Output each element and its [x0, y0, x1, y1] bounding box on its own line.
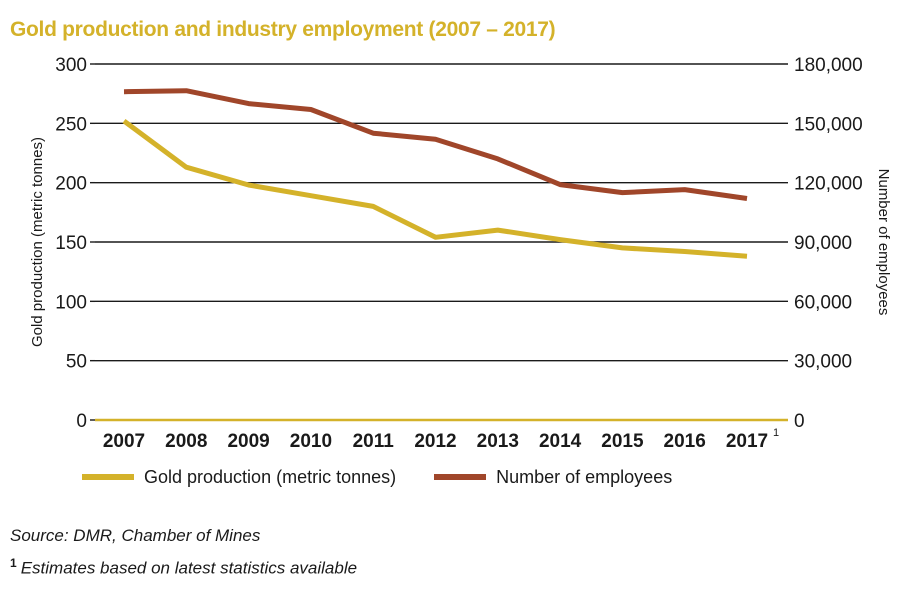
y-tick-label-right: 180,000 [794, 55, 863, 76]
x-tick-footnote-mark: 1 [773, 427, 779, 439]
y-axis-label-right: Number of employees [875, 169, 892, 316]
footnote: 1 Estimates based on latest statistics av… [10, 556, 357, 579]
x-tick-label: 2008 [165, 431, 207, 452]
y-tick-label-right: 90,000 [794, 233, 852, 254]
x-tick-label: 2012 [414, 431, 456, 452]
legend-item-employees: Number of employees [434, 467, 672, 488]
x-tick-label: 2007 [103, 431, 145, 452]
y-tick-label-left: 50 [66, 352, 87, 373]
legend: Gold production (metric tonnes) Number o… [82, 462, 710, 492]
y-tick-label-right: 60,000 [794, 292, 852, 313]
y-tick-label-left: 200 [55, 174, 87, 195]
legend-swatch-gold [82, 474, 134, 480]
y-tick-label-left: 150 [55, 233, 87, 254]
y-tick-label-left: 0 [76, 411, 87, 432]
x-tick-label: 2015 [601, 431, 644, 452]
x-tick-label: 2013 [477, 431, 519, 452]
axis-layer: 0 0 50 30,000 100 60,000 150 90,000 200 120,000 25… [55, 55, 862, 452]
x-tick-label: 2011 [353, 431, 395, 452]
y-tick-label-right: 120,000 [794, 174, 863, 195]
x-tick-label: 2010 [290, 431, 332, 452]
x-tick-label: 2014 [539, 431, 582, 452]
legend-label-employees: Number of employees [496, 466, 673, 487]
y-axis-label-left: Gold production (metric tonnes) [29, 137, 46, 347]
y-tick-label-right: 150,000 [794, 114, 863, 135]
legend-item-gold: Gold production (metric tonnes) [82, 467, 396, 488]
chart-title: Gold production and industry employment … [10, 18, 556, 41]
y-tick-label-left: 250 [55, 114, 87, 135]
legend-swatch-employees [434, 474, 487, 480]
y-tick-label-right: 0 [794, 411, 805, 432]
series-layer [122, 88, 748, 259]
x-tick-label: 2009 [227, 431, 269, 452]
y-tick-label-right: 30,000 [794, 352, 852, 373]
grid-layer [90, 63, 788, 422]
y-tick-label-left: 300 [55, 55, 87, 76]
legend-label-gold: Gold production (metric tonnes) [144, 466, 397, 487]
footnote-mark: 1 [10, 556, 17, 570]
footnote-text: Estimates based on latest statistics ava… [20, 558, 358, 578]
chart-svg: 0 0 50 30,000 100 60,000 150 90,000 200 120,000 25… [29, 55, 892, 452]
x-tick-label: 2016 [664, 431, 706, 452]
x-tick-label: 2017 [726, 431, 768, 452]
y-tick-label-left: 100 [55, 292, 87, 313]
source-note: Source: DMR, Chamber of Mines [10, 526, 261, 545]
